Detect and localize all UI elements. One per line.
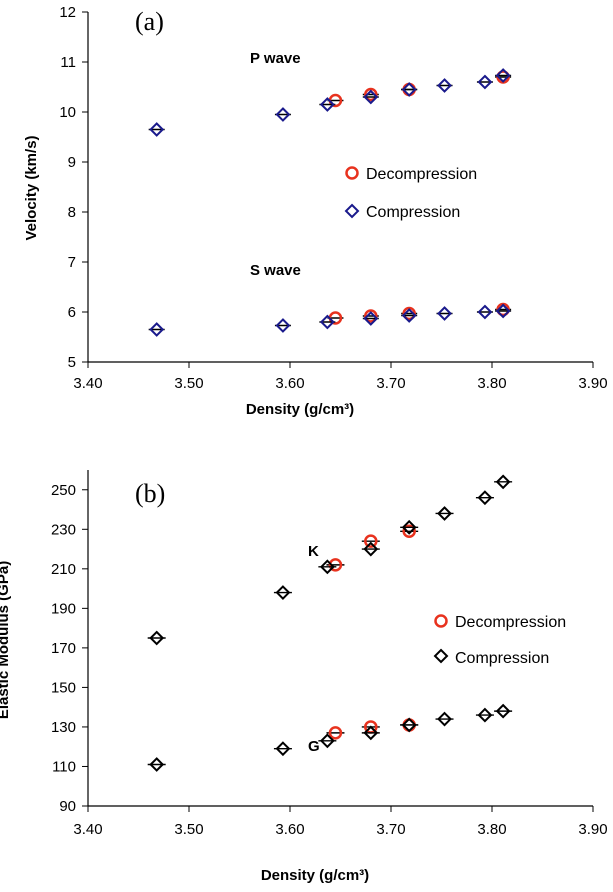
data-point-compression <box>319 559 335 575</box>
data-point-decompression <box>364 87 378 102</box>
panel-a-annotation-p-wave: P wave <box>250 50 301 67</box>
data-point-compression <box>477 304 493 320</box>
panel-b-y-tick-label: 190 <box>51 600 76 617</box>
chart-panel-b: 3.40 3.50 3.60 3.70 3.80 3.90 90 110 130 150 170 19… <box>0 470 608 884</box>
panel-b-annotation-k: K <box>308 543 319 560</box>
data-point-compression <box>477 490 493 506</box>
data-point-compression <box>437 711 452 727</box>
data-point-decompression <box>364 309 378 323</box>
panel-a-annotation-s-wave: S wave <box>250 262 301 279</box>
panel-b-marks <box>147 474 513 772</box>
data-point-compression <box>437 306 452 321</box>
panel-b-x-tick-label: 3.80 <box>477 821 506 838</box>
panel-b-y-tick-label: 250 <box>51 482 76 499</box>
data-point-compression <box>363 311 379 326</box>
data-point-compression <box>437 78 452 93</box>
data-point-compression <box>437 506 452 521</box>
panel-b-y-axis-label: Elastic Modulus (GPa) <box>0 561 12 719</box>
panel-b-x-tick-label: 3.40 <box>73 821 102 838</box>
panel-a-legend: Decompression Compression <box>344 166 477 221</box>
panel-b-x-tick-label: 3.60 <box>275 821 304 838</box>
panel-b-label: (b) <box>135 479 165 508</box>
data-point-compression <box>275 585 291 600</box>
legend-a-compression-marker <box>344 203 360 219</box>
panel-a-x-tick-label: 3.80 <box>477 375 506 392</box>
panel-b-y-tick-label: 210 <box>51 561 76 578</box>
data-point-compression <box>477 707 493 723</box>
legend-b-compression-marker <box>433 648 449 664</box>
data-point-decompression <box>402 306 416 321</box>
data-point-compression <box>275 107 291 122</box>
data-point-compression <box>275 741 291 757</box>
data-point-compression <box>363 541 379 557</box>
data-point-compression <box>149 757 165 772</box>
panel-a-y-tick-label: 12 <box>59 4 76 21</box>
panel-a-y-tick-label: 7 <box>68 254 76 271</box>
panel-a-label: (a) <box>135 7 164 36</box>
data-point-compression <box>319 97 335 112</box>
panel-a-x-axis-label: Density (g/cm³) <box>246 401 354 418</box>
panel-a-y-tick-label: 6 <box>68 304 76 321</box>
panel-a-y-tick-label: 10 <box>59 104 76 121</box>
data-point-compression <box>477 74 493 90</box>
data-point-compression <box>495 303 511 319</box>
panel-b-y-tick-label: 170 <box>51 640 76 657</box>
panel-b-y-tick-label: 230 <box>51 521 76 538</box>
data-point-compression <box>363 89 379 105</box>
panel-b-axes: 3.40 3.50 3.60 3.70 3.80 3.90 90 110 130 150 170 19… <box>51 470 608 838</box>
data-point-compression <box>319 314 335 330</box>
data-point-decompression <box>402 524 416 539</box>
panel-a-y-tick-label: 11 <box>60 54 76 71</box>
panel-b-y-tick-label: 90 <box>59 798 76 815</box>
legend-a-decompression-marker <box>345 166 359 180</box>
panel-a-x-tick-label: 3.40 <box>73 375 102 392</box>
legend-a-compression-label: Compression <box>366 204 460 221</box>
data-point-compression <box>495 703 511 719</box>
data-point-decompression <box>328 726 343 740</box>
data-point-compression <box>149 630 165 646</box>
data-point-compression <box>495 68 511 83</box>
data-point-compression <box>401 717 417 733</box>
panel-a-marks <box>148 68 512 337</box>
panel-a-axes: 3.40 3.50 3.60 3.70 3.80 3.90 5 6 7 8 9 10 11 12 <box>59 4 607 392</box>
panel-b-annotation-g: G <box>308 738 320 755</box>
data-point-compression <box>149 322 165 337</box>
data-point-compression <box>275 318 291 333</box>
panel-b-legend: Decompression Compression <box>433 614 566 667</box>
panel-a-y-tick-label: 9 <box>68 154 76 171</box>
panel-b-x-axis-label: Density (g/cm³) <box>261 867 369 884</box>
panel-b-y-tick-label: 150 <box>51 679 76 696</box>
data-point-compression <box>149 122 165 137</box>
panel-a-y-tick-label: 8 <box>68 204 76 221</box>
data-point-decompression <box>364 534 378 548</box>
data-point-compression <box>495 474 511 490</box>
legend-a-decompression-label: Decompression <box>366 166 477 183</box>
panel-b-y-tick-label: 110 <box>52 758 76 775</box>
panel-a-x-tick-label: 3.50 <box>174 375 203 392</box>
data-point-compression <box>319 733 335 749</box>
legend-b-compression-label: Compression <box>455 650 549 667</box>
panel-a-x-tick-label: 3.90 <box>578 375 607 392</box>
panel-b-x-tick-label: 3.50 <box>174 821 203 838</box>
panel-a-y-tick-label: 5 <box>68 354 76 371</box>
panel-a-x-tick-label: 3.60 <box>275 375 304 392</box>
data-point-compression <box>363 725 379 741</box>
panel-a-y-axis-label: Velocity (km/s) <box>23 135 40 240</box>
legend-b-decompression-marker <box>434 614 448 628</box>
panel-b-x-tick-label: 3.90 <box>578 821 607 838</box>
data-point-compression <box>401 82 417 97</box>
panel-b-x-tick-label: 3.70 <box>376 821 405 838</box>
panel-b-y-tick-label: 130 <box>51 719 76 736</box>
data-point-compression <box>401 308 417 323</box>
data-point-compression <box>401 519 417 535</box>
data-point-decompression <box>328 558 343 572</box>
panel-a-x-tick-label: 3.70 <box>376 375 405 392</box>
legend-b-decompression-label: Decompression <box>455 614 566 631</box>
